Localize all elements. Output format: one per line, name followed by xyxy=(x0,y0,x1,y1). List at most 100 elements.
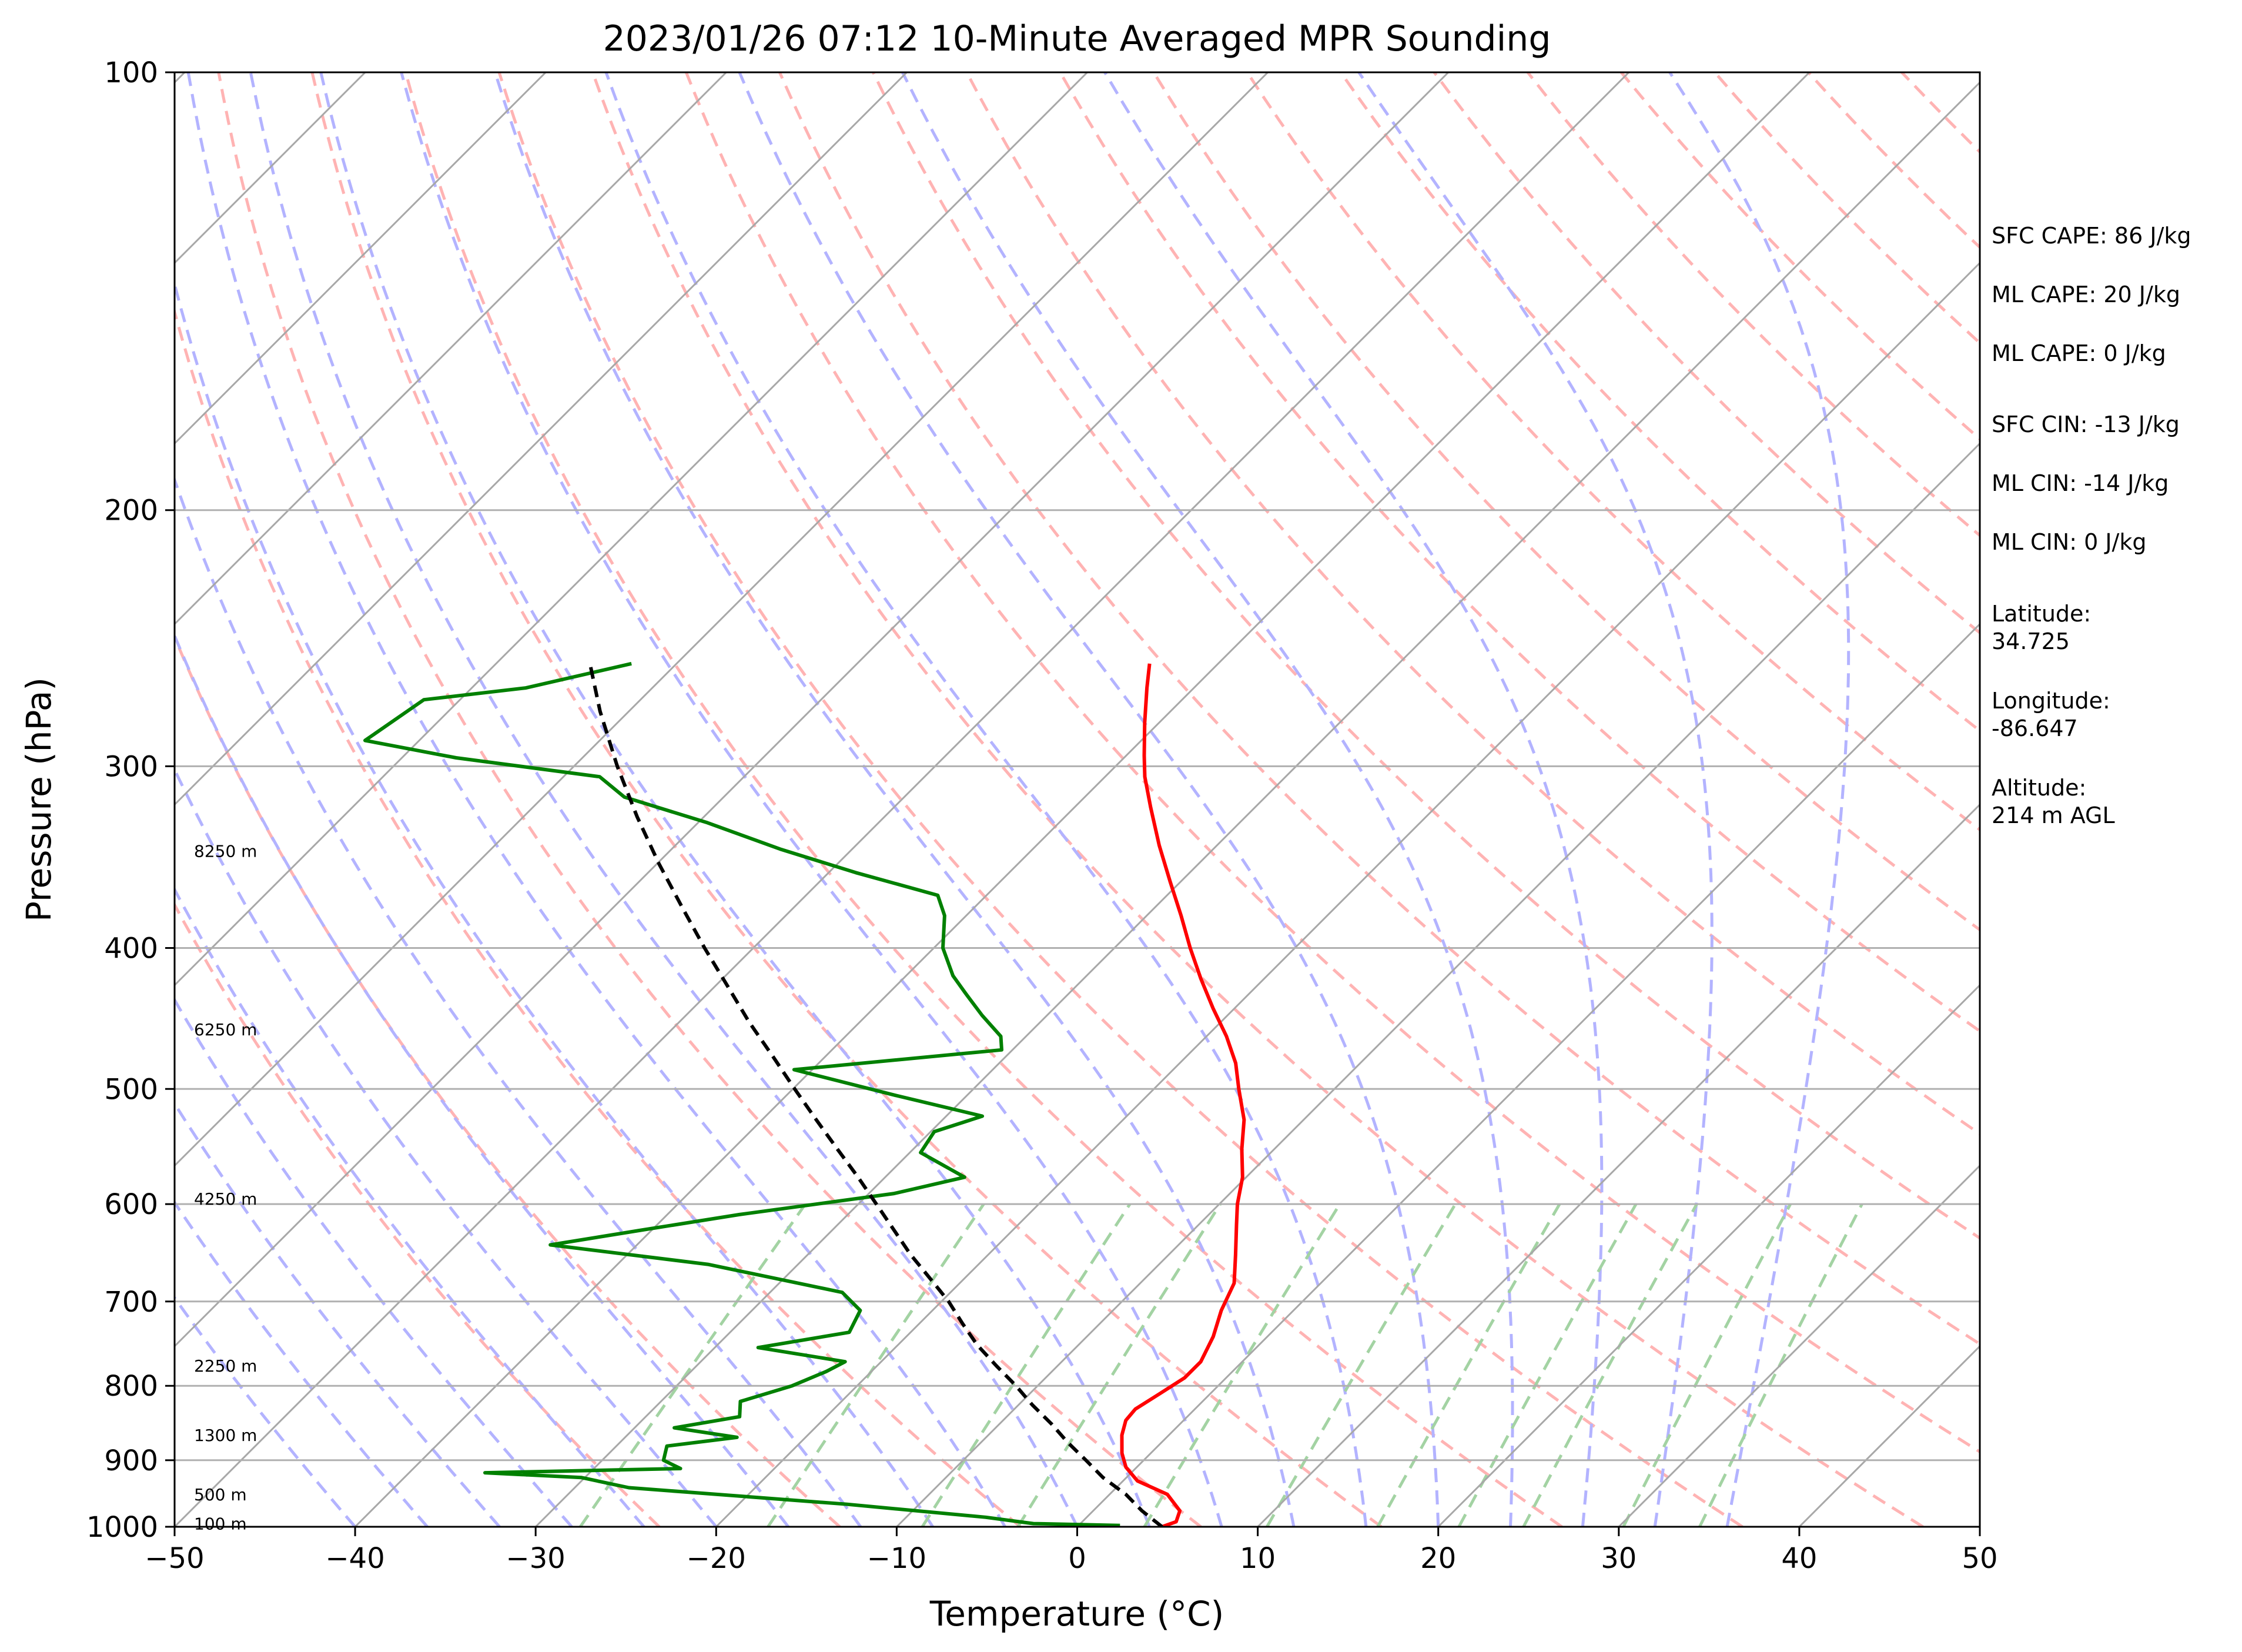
chart-title: 2023/01/26 07:12 10-Minute Averaged MPR … xyxy=(603,18,1551,59)
info-latitude-value: 34.725 xyxy=(1992,628,2070,654)
dry-adiabat-line xyxy=(965,72,1980,1136)
y-tick-label: 600 xyxy=(104,1188,158,1221)
parcel-profile-line xyxy=(588,663,1163,1527)
isotherm-line xyxy=(175,72,908,806)
height-label: 8250 m xyxy=(194,841,257,861)
y-axis-ticks: 1000 900 800 700 600 500 400 300 200 100 xyxy=(86,56,175,1544)
temperature-profile-line xyxy=(1120,663,1246,1527)
moist-adiabat-line xyxy=(1357,72,1714,1527)
moist-adiabat-line xyxy=(1668,72,1851,1527)
height-labels: 100 m 500 m 1300 m 2250 m 4250 m 6250 m 8250 m xyxy=(194,841,257,1533)
mixing-ratio-line xyxy=(1376,1203,1561,1527)
isotherm-line xyxy=(175,72,1449,1348)
info-altitude-value: 214 m AGL xyxy=(1992,802,2115,828)
dry-adiabat-line xyxy=(1433,72,1980,635)
dry-adiabat-line xyxy=(684,72,1980,1454)
dry-adiabat-line xyxy=(591,72,1924,1527)
pressure-grid xyxy=(175,72,1980,1527)
isotherm-line xyxy=(175,72,727,626)
moist-adiabat-line xyxy=(1103,72,1604,1527)
info-altitude-label: Altitude: xyxy=(1992,775,2086,801)
dry-adiabat-line xyxy=(1246,72,1980,832)
height-label: 4250 m xyxy=(194,1189,257,1209)
dry-adiabat-line xyxy=(404,72,1563,1527)
isotherm-line xyxy=(175,72,1269,1167)
moist-adiabat-line xyxy=(175,475,862,1527)
moist-adiabat-line xyxy=(175,1101,501,1527)
info-ml-cape: ML CAPE: 20 J/kg xyxy=(1992,282,2180,307)
info-panel: SFC CAPE: 86 J/kg ML CAPE: 20 J/kg ML CA… xyxy=(1992,223,2191,828)
height-label: 500 m xyxy=(194,1485,247,1504)
height-label: 2250 m xyxy=(194,1356,257,1376)
moist-adiabat-line xyxy=(493,72,1296,1527)
data-series xyxy=(363,661,1246,1527)
x-tick-label: −40 xyxy=(325,1542,384,1575)
moist-adiabat-line xyxy=(186,72,1006,1527)
x-axis-title: Temperature (°C) xyxy=(929,1594,1224,1634)
isotherm-line xyxy=(175,72,1630,1527)
moist-adiabat-line xyxy=(175,278,934,1527)
isotherm-line xyxy=(175,72,547,445)
x-axis-ticks: −50 −40 −30 −20 −10 0 10 20 30 40 50 xyxy=(145,1527,1998,1575)
background-lines xyxy=(175,72,1980,1527)
dry-adiabat-line xyxy=(310,72,1383,1527)
mixing-ratio-line xyxy=(1143,1203,1341,1527)
x-tick-label: 30 xyxy=(1601,1542,1637,1575)
moist-adiabat-line xyxy=(400,72,1223,1527)
info-sfc-cape: SFC CAPE: 86 J/kg xyxy=(1992,223,2191,249)
x-tick-label: −30 xyxy=(506,1542,565,1575)
moist-adiabat-line xyxy=(901,72,1514,1527)
height-label: 100 m xyxy=(194,1514,247,1534)
moist-adiabat-line xyxy=(175,996,573,1527)
height-label: 6250 m xyxy=(194,1020,257,1039)
isotherm-line xyxy=(535,81,1980,1527)
y-tick-label: 1000 xyxy=(86,1511,158,1544)
isotherm-line xyxy=(1618,1164,1980,1527)
mixing-ratio-line xyxy=(921,1203,1132,1527)
y-tick-label: 900 xyxy=(104,1444,158,1477)
isotherm-line xyxy=(1076,623,1980,1527)
height-label: 1300 m xyxy=(194,1426,257,1445)
dry-adiabat-line xyxy=(778,72,1980,1346)
isotherm-line xyxy=(896,442,1980,1527)
mixing-ratio-line xyxy=(767,1203,985,1527)
mixing-ratio-line xyxy=(1522,1203,1698,1527)
y-tick-label: 100 xyxy=(104,56,158,89)
info-longitude-label: Longitude: xyxy=(1992,688,2110,714)
dewpoint-profile-line xyxy=(363,661,1120,1527)
mixing-ratio-line xyxy=(1016,1203,1222,1527)
mixing-ratio-line xyxy=(1457,1203,1638,1527)
dry-adiabat-line xyxy=(1152,72,1980,932)
y-tick-label: 700 xyxy=(104,1286,158,1319)
x-tick-label: −10 xyxy=(867,1542,926,1575)
moist-adiabat-line xyxy=(175,1199,429,1527)
dry-adiabat-line xyxy=(217,72,1202,1527)
info-sfc-cin: SFC CIN: -13 J/kg xyxy=(1992,412,2180,437)
y-tick-label: 200 xyxy=(104,494,158,527)
y-tick-label: 400 xyxy=(104,932,158,965)
info-ml-cin-2: ML CIN: 0 J/kg xyxy=(1992,529,2146,555)
y-tick-label: 800 xyxy=(104,1370,158,1403)
x-tick-label: 40 xyxy=(1781,1542,1817,1575)
info-ml-cin: ML CIN: -14 J/kg xyxy=(1992,470,2169,496)
info-longitude-value: -86.647 xyxy=(1992,715,2078,741)
x-tick-label: −20 xyxy=(687,1542,746,1575)
isotherm-line xyxy=(1257,803,1980,1527)
moist-adiabat-line xyxy=(319,72,1151,1527)
moist-adiabat-line xyxy=(604,72,1368,1527)
info-latitude-label: Latitude: xyxy=(1992,601,2091,627)
x-tick-label: −50 xyxy=(145,1542,204,1575)
info-ml-cape-2: ML CAPE: 0 J/kg xyxy=(1992,340,2166,366)
moist-adiabat-line xyxy=(175,766,718,1527)
x-tick-label: 0 xyxy=(1068,1542,1086,1575)
y-tick-label: 500 xyxy=(104,1073,158,1106)
y-axis-title: Pressure (hPa) xyxy=(19,677,59,922)
isotherm-line xyxy=(1437,984,1980,1527)
y-tick-label: 300 xyxy=(104,750,158,783)
isotherm-line xyxy=(715,262,1980,1527)
x-tick-label: 50 xyxy=(1962,1542,1997,1575)
dry-adiabat-line xyxy=(1339,72,1980,733)
mixing-ratio-line xyxy=(1622,1203,1792,1527)
x-tick-label: 20 xyxy=(1420,1542,1456,1575)
